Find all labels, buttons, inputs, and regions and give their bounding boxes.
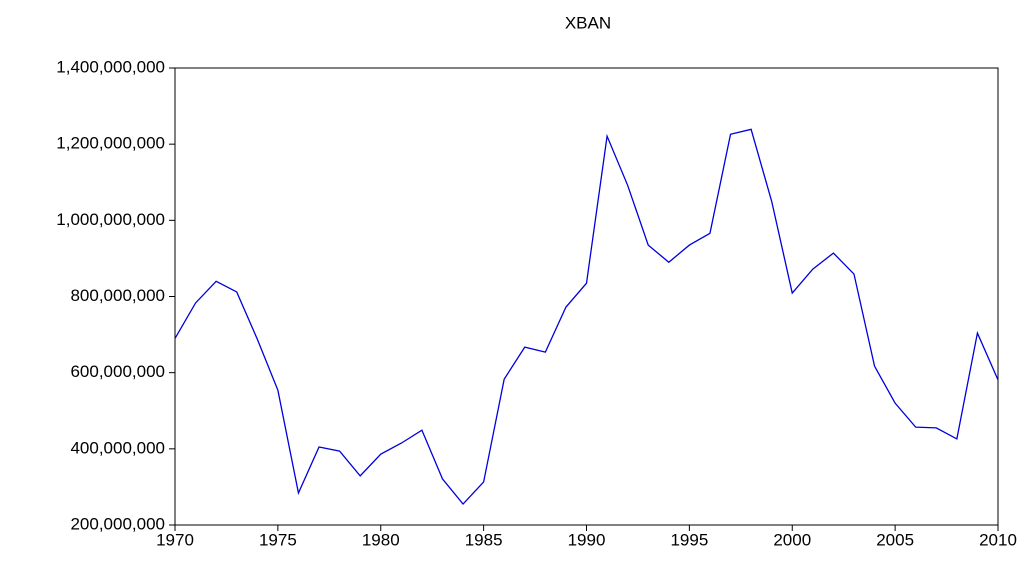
x-tick-label: 2005 xyxy=(876,530,914,549)
x-tick-label: 1975 xyxy=(259,530,297,549)
x-tick-label: 2010 xyxy=(979,530,1017,549)
x-tick-label: 1985 xyxy=(465,530,503,549)
x-tick-label: 1995 xyxy=(670,530,708,549)
y-tick-label: 200,000,000 xyxy=(70,514,165,533)
plot-frame xyxy=(174,67,999,526)
y-tick-label: 1,000,000,000 xyxy=(56,210,165,229)
chart-title: XBAN xyxy=(565,13,611,32)
y-tick-label: 600,000,000 xyxy=(70,362,165,381)
y-tick-label: 400,000,000 xyxy=(70,438,165,457)
y-tick-label: 1,400,000,000 xyxy=(56,57,165,76)
x-tick-label: 1970 xyxy=(156,530,194,549)
x-tick-label: 1990 xyxy=(568,530,606,549)
y-tick-label: 1,200,000,000 xyxy=(56,134,165,153)
data-line xyxy=(174,128,999,506)
y-tick-label: 800,000,000 xyxy=(70,286,165,305)
x-tick-label: 1980 xyxy=(362,530,400,549)
x-tick-label: 2000 xyxy=(773,530,811,549)
